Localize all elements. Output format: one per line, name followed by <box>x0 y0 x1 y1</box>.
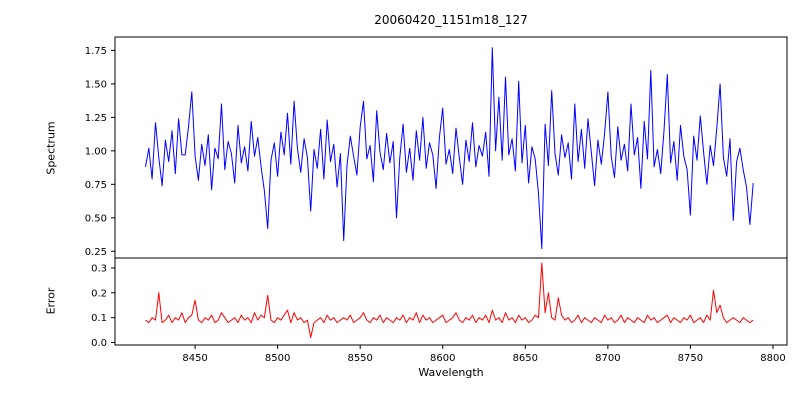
spectrum-y-axis-label: Spectrum <box>44 121 58 175</box>
error-y-tick-label: 0.3 <box>91 263 107 274</box>
x-axis-label: Wavelength <box>418 366 484 379</box>
x-tick-label: 8700 <box>595 353 620 364</box>
error-y-tick-label: 0.1 <box>91 313 107 324</box>
spectrum-y-tick-label: 0.25 <box>85 247 107 258</box>
spectrum-y-tick-label: 1.50 <box>85 79 107 90</box>
spectrum-y-tick-label: 0.50 <box>85 213 107 224</box>
error-y-tick-label: 0.2 <box>91 288 107 299</box>
error-line <box>145 262 754 338</box>
error-axes-frame <box>114 257 788 346</box>
spectrum-line <box>145 47 754 250</box>
x-tick-label: 8600 <box>430 353 455 364</box>
x-tick-label: 8800 <box>760 353 785 364</box>
chart-title: 20060420_1151m18_127 <box>374 13 528 27</box>
spectrum-y-tick-label: 1.25 <box>85 113 107 124</box>
error-y-tick-label: 0.0 <box>91 338 107 349</box>
x-tick-label: 8550 <box>347 353 372 364</box>
spectrum-y-tick-label: 0.75 <box>85 180 107 191</box>
spectrum-y-tick-label: 1.75 <box>85 46 107 57</box>
x-tick-label: 8500 <box>265 353 290 364</box>
x-tick-label: 8650 <box>513 353 538 364</box>
x-tick-label: 8450 <box>182 353 207 364</box>
x-tick-label: 8750 <box>678 353 703 364</box>
spectrum-axes-frame <box>114 36 788 259</box>
spectrum-y-tick-label: 1.00 <box>85 146 107 157</box>
error-y-axis-label: Error <box>44 287 58 315</box>
